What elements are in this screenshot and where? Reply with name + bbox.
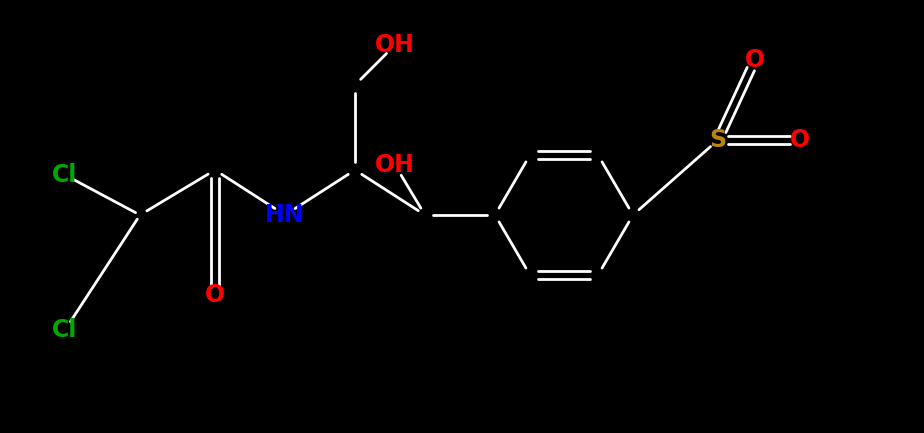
Text: Cl: Cl (53, 318, 78, 342)
Text: OH: OH (375, 33, 415, 57)
Text: O: O (790, 128, 810, 152)
Text: O: O (745, 48, 765, 72)
Text: O: O (205, 283, 225, 307)
Text: Cl: Cl (53, 163, 78, 187)
Text: S: S (710, 128, 726, 152)
Text: HN: HN (265, 203, 305, 227)
Text: OH: OH (375, 153, 415, 177)
